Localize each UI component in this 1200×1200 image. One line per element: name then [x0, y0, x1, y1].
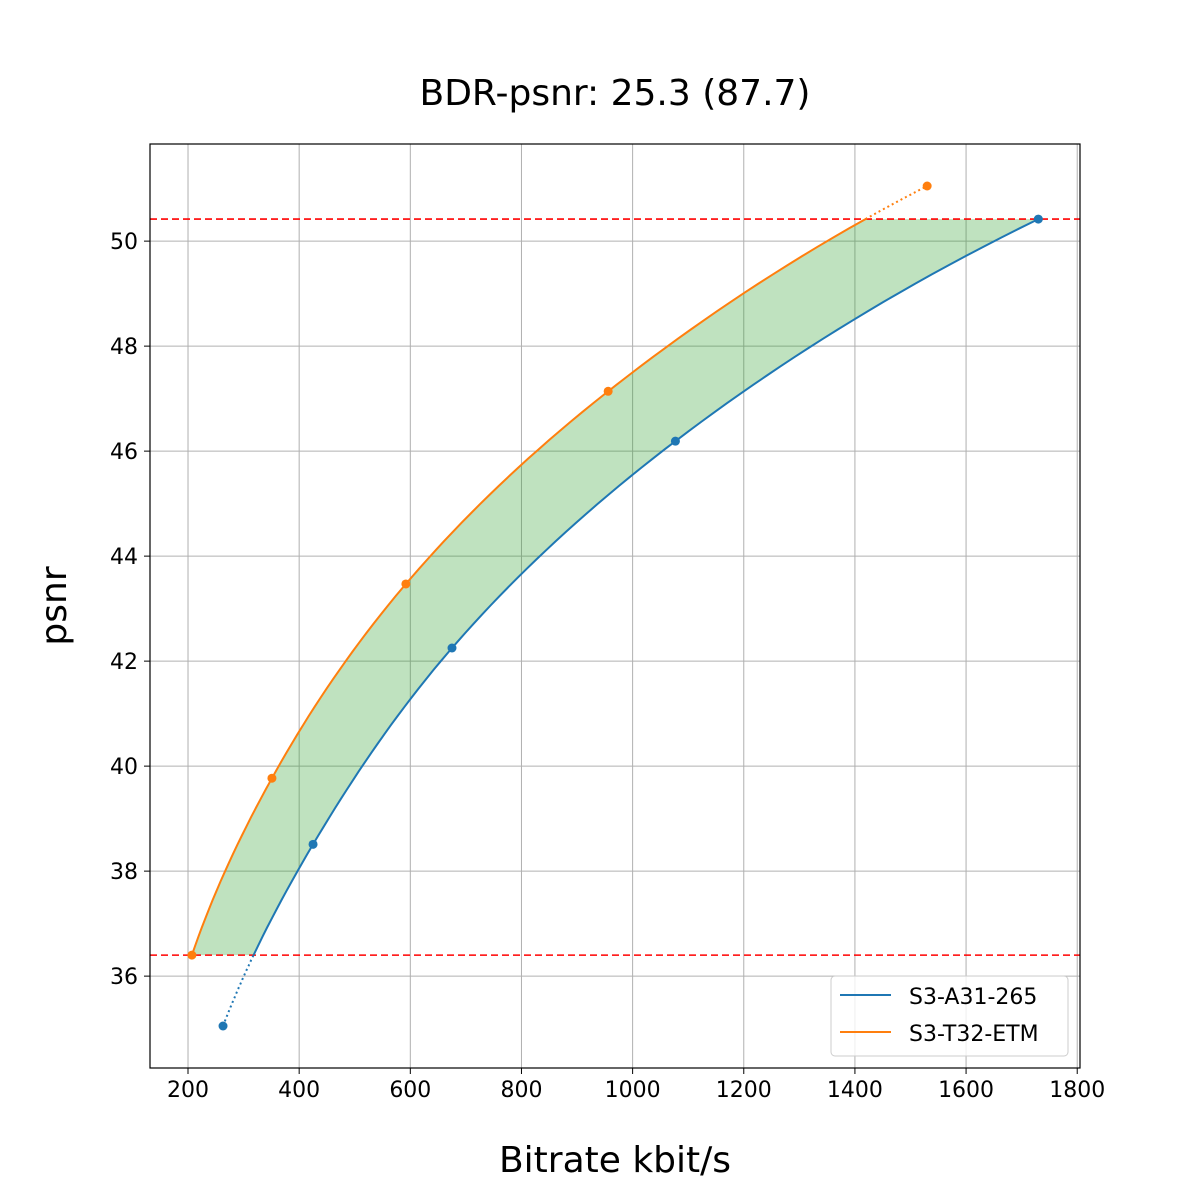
grid — [150, 144, 1080, 1068]
series-points — [187, 181, 1043, 1031]
data-point-1 — [187, 950, 197, 960]
x-tick-label: 1200 — [716, 1078, 772, 1103]
y-tick-label: 40 — [110, 755, 138, 780]
x-tick-label: 800 — [500, 1078, 542, 1103]
x-axis-label: Bitrate kbit/s — [499, 1140, 731, 1181]
x-tick-label: 1800 — [1049, 1078, 1105, 1103]
x-tick-label: 1600 — [938, 1078, 994, 1103]
legend: S3-A31-265 S3-T32-ETM — [830, 975, 1069, 1057]
y-tick-label: 50 — [110, 230, 138, 255]
x-tick-label: 200 — [167, 1078, 209, 1103]
series-extrapolation-0 — [222, 954, 255, 1027]
y-tick-label: 36 — [110, 965, 138, 990]
x-tick-label: 1000 — [605, 1078, 661, 1103]
y-tick-label: 48 — [110, 335, 138, 360]
x-tick-label: 600 — [389, 1078, 431, 1103]
y-tick-label: 38 — [110, 860, 138, 885]
chart-title: BDR-psnr: 25.3 (87.7) — [420, 73, 811, 114]
legend-label-0: S3-A31-265 — [909, 985, 1037, 1010]
y-axis-label: psnr — [34, 566, 75, 645]
y-tick-label: 46 — [110, 440, 138, 465]
x-tick-label: 400 — [278, 1078, 320, 1103]
x-tick-label: 1400 — [827, 1078, 883, 1103]
data-point-0 — [308, 839, 318, 849]
legend-label-1: S3-T32-ETM — [909, 1022, 1039, 1047]
data-point-0 — [670, 436, 680, 446]
data-point-1 — [401, 579, 411, 589]
data-point-1 — [603, 386, 613, 396]
overlap-bounds — [150, 218, 1080, 956]
data-point-1 — [922, 181, 932, 191]
plot-frame — [149, 143, 1081, 1069]
series-line-0 — [252, 218, 1039, 956]
data-point-0 — [218, 1021, 228, 1031]
data-point-0 — [1033, 214, 1043, 224]
data-point-1 — [267, 773, 277, 783]
series-extrapolation-1 — [865, 185, 928, 220]
data-point-0 — [447, 643, 457, 653]
overlap-area — [191, 219, 1039, 956]
series-lines — [190, 185, 1039, 1027]
y-tick-label: 42 — [110, 650, 138, 675]
axis-ticks: 200 400 600 800 1000 1200 1400 1600 1800 36 38 40 42… — [110, 230, 1105, 1103]
overlap-fill — [191, 219, 1039, 956]
y-tick-label: 44 — [110, 545, 138, 570]
